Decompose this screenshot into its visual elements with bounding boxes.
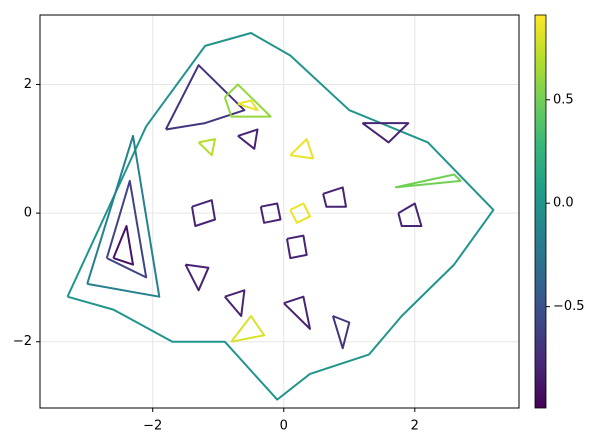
contour-line — [259, 202, 282, 224]
contour-line — [86, 134, 161, 298]
contour-line — [105, 179, 148, 279]
contour-line — [197, 138, 216, 157]
colorbar-tick-label: 0.5 — [553, 92, 574, 107]
y-tick-label: −2 — [13, 334, 32, 349]
colorbar-tick-label: −0.5 — [553, 299, 585, 314]
contour-line — [184, 263, 210, 292]
contour-line — [397, 202, 423, 227]
x-tick-label: 0 — [280, 419, 288, 434]
contour-line — [224, 289, 246, 317]
y-tick-label: 0 — [24, 206, 32, 221]
contour-line — [112, 225, 134, 266]
contour-line — [394, 173, 462, 189]
contour-line — [66, 32, 495, 401]
colorbar-tick-label: 0.0 — [553, 196, 574, 211]
x-tick-label: −2 — [143, 419, 162, 434]
contour-line — [289, 202, 311, 224]
contour-line — [223, 83, 272, 118]
plot-frame — [39, 14, 520, 409]
contour-line — [322, 186, 347, 208]
y-tick-label: 2 — [24, 77, 32, 92]
colorbar — [534, 14, 547, 409]
contour-line — [361, 122, 410, 144]
contour-line — [289, 138, 315, 160]
contour-line — [237, 128, 259, 150]
x-tick-label: 2 — [411, 419, 419, 434]
contour-line — [237, 99, 259, 112]
contour-line — [283, 295, 311, 330]
contour-line — [230, 315, 266, 343]
contour-line — [286, 234, 308, 260]
contour-line — [164, 64, 246, 131]
contour-line — [331, 315, 351, 350]
contour-line — [191, 199, 216, 227]
